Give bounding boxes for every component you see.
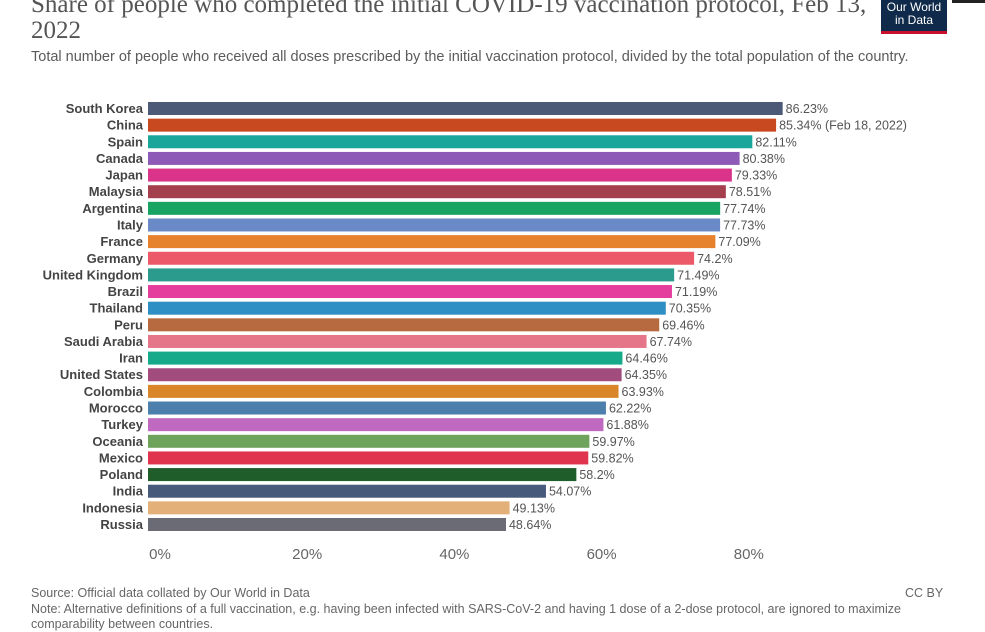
chart-title: Share of people who completed the initia… <box>31 0 867 44</box>
bar <box>148 218 721 232</box>
bar <box>148 185 726 199</box>
bar-label: Iran <box>119 351 143 366</box>
bar <box>148 318 660 332</box>
value-label: 74.2% <box>697 252 732 266</box>
bar-label: Peru <box>114 317 143 332</box>
value-label: 80.38% <box>743 152 785 166</box>
value-label: 63.93% <box>622 385 664 399</box>
bar-label: Indonesia <box>82 500 143 515</box>
value-label: 78.51% <box>729 185 771 199</box>
bar <box>148 268 675 282</box>
bar-label: Russia <box>100 517 143 532</box>
value-label: 59.97% <box>592 435 634 449</box>
bar <box>148 168 732 182</box>
bar <box>148 334 647 348</box>
window-edge <box>952 0 985 3</box>
bar <box>148 484 546 498</box>
value-label: 64.46% <box>625 352 667 366</box>
bar-label: Morocco <box>89 401 143 416</box>
bar <box>148 418 604 432</box>
bar-label: Mexico <box>99 450 143 465</box>
bar <box>148 368 622 382</box>
bar-label: Spain <box>108 134 143 149</box>
bar-label: India <box>113 484 144 499</box>
bar <box>148 301 666 315</box>
bar-label: Colombia <box>84 384 144 399</box>
bar <box>148 384 619 398</box>
bar-label: Germany <box>87 251 144 266</box>
bar-chart: South Korea 86.23% China 85.34% (Feb 18, 20… <box>43 101 907 563</box>
bar <box>148 135 753 149</box>
x-tick-label: 0% <box>149 546 171 563</box>
x-tick-label: 20% <box>292 546 322 563</box>
value-label: 77.74% <box>723 202 765 216</box>
value-label: 71.49% <box>677 268 719 282</box>
bar <box>148 285 672 299</box>
bar-label: China <box>107 118 144 133</box>
bar-label: South Korea <box>66 101 144 116</box>
value-label: 85.34% (Feb 18, 2022) <box>779 119 907 133</box>
bar <box>148 201 721 215</box>
logo-line-1: Our World <box>886 0 942 14</box>
bar-label: Malaysia <box>89 184 144 199</box>
bar <box>148 434 590 448</box>
bar-label: Italy <box>117 217 144 232</box>
bar-label: France <box>100 234 143 249</box>
value-label: 64.35% <box>625 368 667 382</box>
value-label: 67.74% <box>650 335 692 349</box>
value-label: 82.11% <box>755 135 796 149</box>
bar <box>148 251 695 265</box>
value-label: 54.07% <box>549 485 591 499</box>
value-label: 61.88% <box>606 418 648 432</box>
value-label: 49.13% <box>513 501 555 515</box>
bar-label: United States <box>60 367 143 382</box>
value-label: 77.09% <box>718 235 760 249</box>
x-tick-label: 60% <box>587 546 617 563</box>
bar-label: Japan <box>105 168 143 183</box>
bar-label: Turkey <box>101 417 143 432</box>
x-tick-label: 40% <box>439 546 469 563</box>
bar <box>148 151 740 165</box>
bar <box>148 468 577 482</box>
bar-label: Canada <box>96 151 144 166</box>
value-label: 69.46% <box>662 318 704 332</box>
bar <box>148 351 623 365</box>
value-label: 71.19% <box>675 285 717 299</box>
value-label: 77.73% <box>723 218 765 232</box>
chart-subtitle: Total number of people who received all … <box>31 49 909 65</box>
footer-license[interactable]: CC BY <box>905 586 944 600</box>
value-label: 62.22% <box>609 402 651 416</box>
logo-line-2: in Data <box>894 13 934 27</box>
value-label: 86.23% <box>786 102 828 116</box>
bar-label: Saudi Arabia <box>64 334 144 349</box>
bar <box>148 451 589 465</box>
bar-label: Poland <box>100 467 143 482</box>
bar-label: United Kingdom <box>43 267 143 282</box>
owid-logo[interactable]: Our World in Data <box>881 0 947 34</box>
x-tick-label: 80% <box>734 546 764 563</box>
bar <box>148 518 506 531</box>
bar <box>148 118 777 132</box>
value-label: 79.33% <box>735 169 777 183</box>
bar-label: Thailand <box>90 301 144 316</box>
bar <box>148 102 783 115</box>
footer-source: Source: Official data collated by Our Wo… <box>31 586 310 600</box>
bar <box>148 235 716 249</box>
value-label: 48.64% <box>509 518 551 532</box>
bar <box>148 501 510 515</box>
bar-label: Brazil <box>108 284 143 299</box>
bar <box>148 401 606 415</box>
bar-label: Oceania <box>92 434 143 449</box>
value-label: 70.35% <box>669 302 711 316</box>
value-label: 58.2% <box>579 468 614 482</box>
bar-label: Argentina <box>82 201 143 216</box>
value-label: 59.82% <box>591 451 633 465</box>
